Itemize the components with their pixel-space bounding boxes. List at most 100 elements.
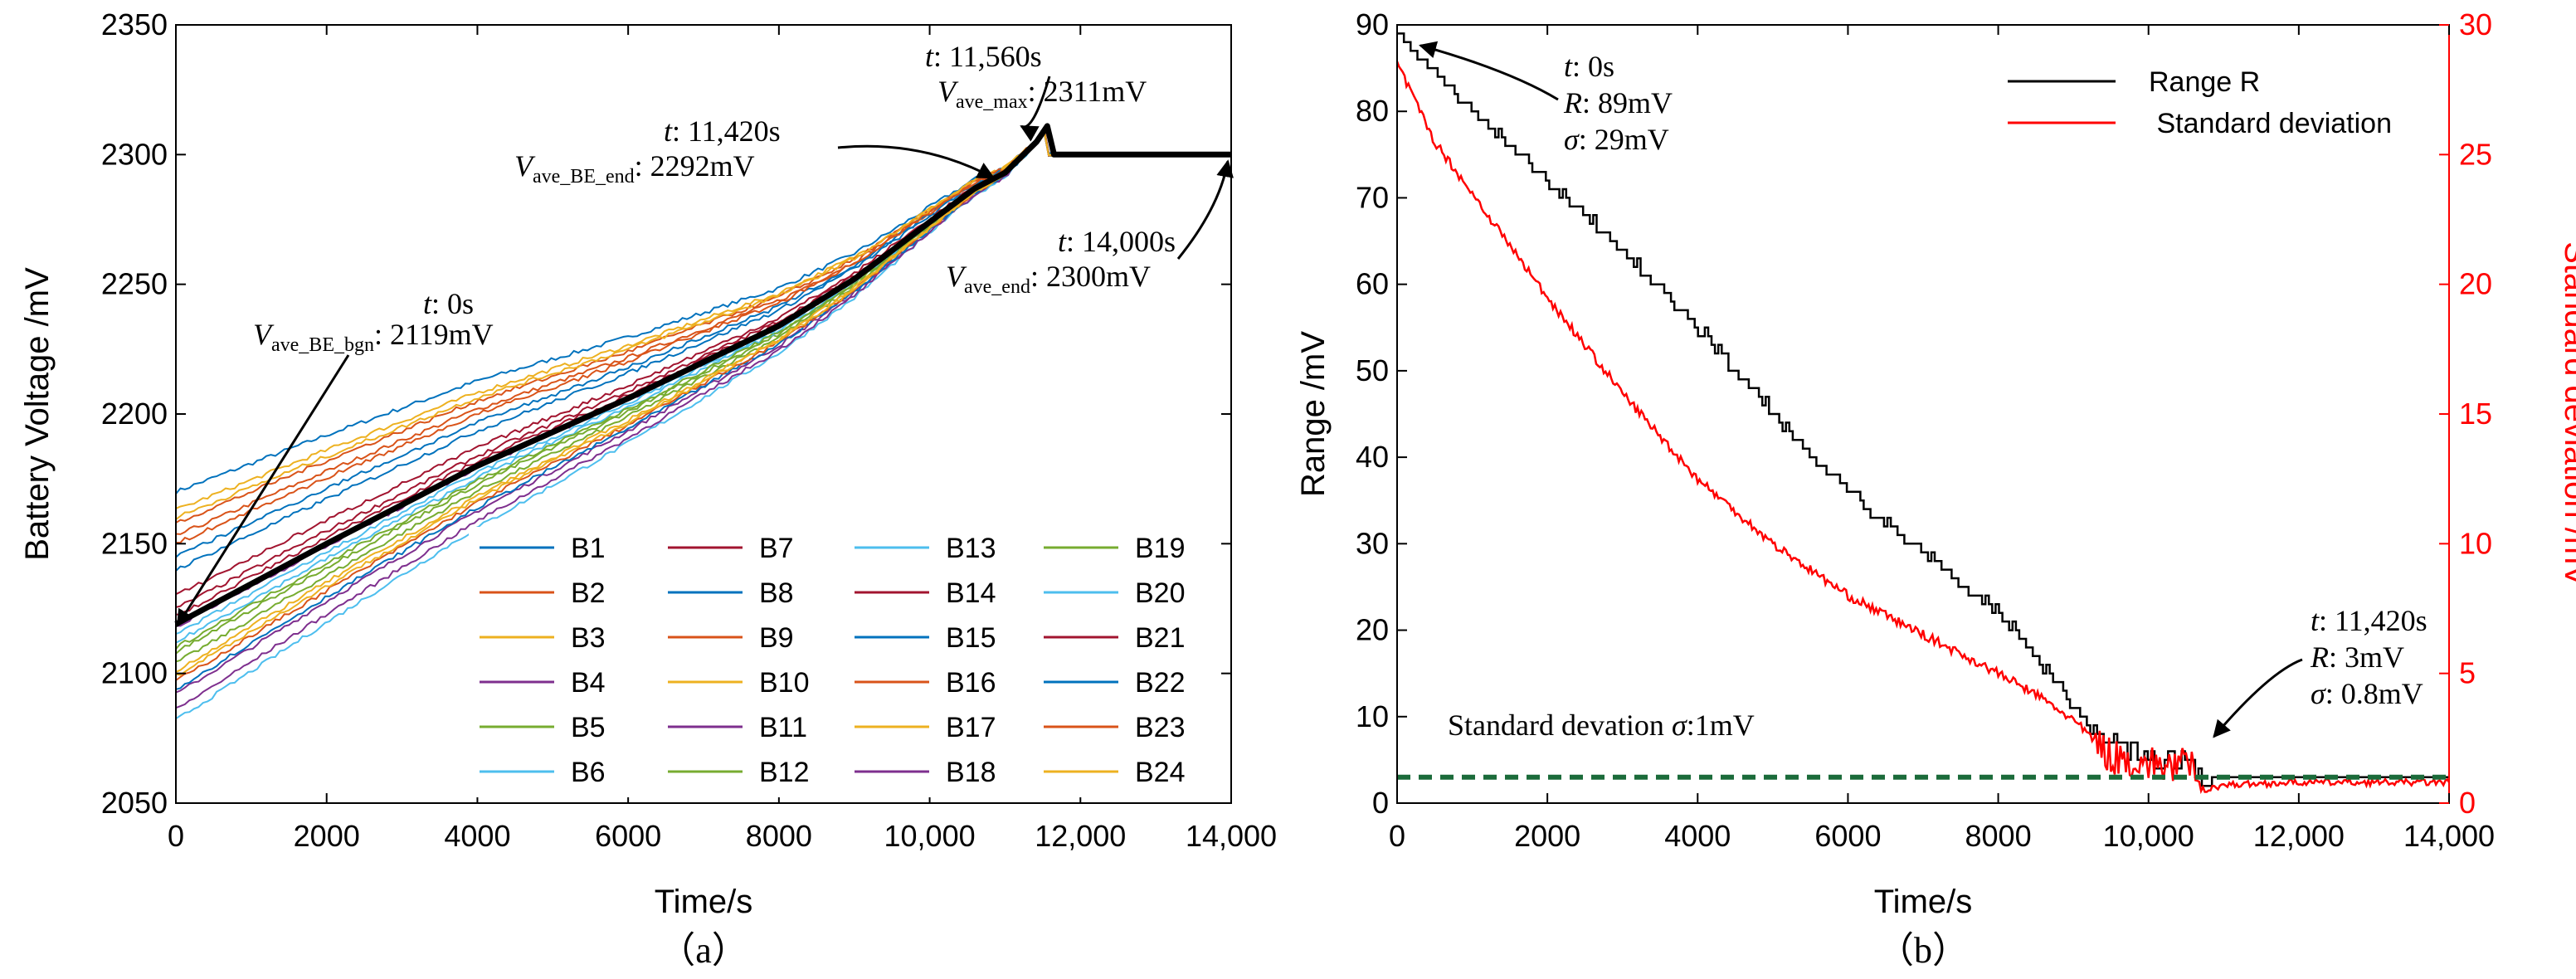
svg-text:t: 11,420s: t: 11,420s	[2311, 604, 2427, 637]
legend-label: B13	[946, 533, 996, 564]
legend-item-B23: B23	[1044, 712, 1186, 743]
svg-text:t: 11,560s: t: 11,560s	[925, 40, 1042, 73]
annotation-r-value: : 3mV	[2329, 640, 2404, 674]
panel-caption: （b）	[1877, 930, 1969, 971]
legend-item-B17: B17	[855, 712, 996, 743]
legend-label: B1	[571, 533, 606, 564]
right-y-tick-label: 10	[2459, 526, 2492, 560]
right-y-tick-label: 0	[2459, 786, 2476, 820]
annotation-v-value: : 2292mV	[635, 149, 755, 183]
x-tick-label: 14,000	[2403, 819, 2495, 853]
legend-label: B18	[946, 757, 996, 788]
x-tick-label: 2000	[1514, 819, 1580, 853]
y-tick-label: 0	[1372, 786, 1389, 820]
legend-label: B15	[946, 622, 996, 654]
y-axis-label: Battery Voltage /mV	[19, 267, 56, 561]
svg-text:t: 0s: t: 0s	[1564, 50, 1614, 83]
legend-item-B6: B6	[480, 757, 606, 788]
right-y-tick-label: 30	[2459, 7, 2492, 41]
svg-text:R: 3mV: R: 3mV	[2310, 640, 2404, 674]
x-tick-label: 8000	[746, 819, 812, 853]
annotation-t-symbol: t	[423, 287, 432, 320]
y-tick-label: 80	[1356, 94, 1389, 128]
legend-label: B2	[571, 577, 606, 609]
y-tick-label: 2350	[101, 7, 168, 41]
svg-text:Vave_end: 2300mV: Vave_end: 2300mV	[946, 260, 1151, 298]
legend-item-B2: B2	[480, 577, 606, 609]
x-axis-label: Time/s	[1874, 884, 1973, 920]
annotation-r-symbol: R	[1563, 86, 1582, 119]
legend-label: B4	[571, 667, 606, 699]
x-tick-label: 10,000	[884, 819, 976, 853]
legend-label: B16	[946, 667, 996, 699]
legend-label: B8	[759, 577, 794, 609]
threshold-text: Standard devation	[1448, 709, 1672, 742]
series-line-average	[174, 123, 1231, 627]
legend-item-B10: B10	[668, 667, 810, 699]
legend-box	[469, 527, 1220, 797]
threshold-label: Standard devation σ:1mV	[1448, 709, 1755, 742]
annotation-arrow	[1419, 41, 1559, 101]
svg-text:Vave_BE_end: 2292mV: Vave_BE_end: 2292mV	[514, 149, 755, 188]
legend-label: Range R	[2149, 66, 2260, 98]
legend: Range R Standard deviation	[2008, 66, 2392, 139]
annotation-v-subscript: ave_end	[964, 276, 1030, 298]
annotation-t-value: : 0s	[1572, 50, 1614, 83]
legend-item-B11: B11	[668, 712, 807, 743]
legend-label: Standard deviation	[2149, 108, 2392, 139]
x-tick-label: 10,000	[2103, 819, 2194, 853]
annotation-t-symbol: t	[1058, 225, 1067, 258]
threshold-sigma: σ	[1672, 709, 1687, 742]
y-tick-label: 40	[1356, 440, 1389, 474]
x-tick-label: 14,000	[1186, 819, 1277, 853]
annotation-t-symbol: t	[925, 40, 934, 73]
threshold-value: :1mV	[1687, 709, 1755, 742]
y-tick-label: 10	[1356, 699, 1389, 733]
y-tick-label: 30	[1356, 526, 1389, 560]
y-tick-label: 60	[1356, 267, 1389, 301]
legend-item-B1: B1	[480, 533, 606, 564]
legend-item-B19: B19	[1044, 533, 1186, 564]
y-tick-label: 90	[1356, 7, 1389, 41]
legend-item-B4: B4	[480, 667, 606, 699]
legend-item-B5: B5	[480, 712, 606, 743]
x-tick-label: 12,000	[2253, 819, 2345, 853]
legend-label: B9	[759, 622, 794, 654]
svg-text:σ: 0.8mV: σ: 0.8mV	[2311, 677, 2423, 710]
legend-item-B13: B13	[855, 533, 996, 564]
x-tick-label: 4000	[1664, 819, 1731, 853]
x-tick-label: 2000	[294, 819, 360, 853]
legend-label: B11	[759, 712, 807, 743]
annotation-v-subscript: ave_BE_bgn	[271, 334, 374, 356]
annotation-sigma-value: : 29mV	[1579, 123, 1669, 156]
y-tick-label: 2050	[101, 786, 168, 820]
annotation-sigma-value: : 0.8mV	[2325, 677, 2423, 710]
legend-label: B14	[946, 577, 996, 609]
series-line-standard-deviation	[1395, 61, 2451, 795]
annotation-start: t: 0s Vave_BE_bgn: 2119mV	[176, 287, 494, 628]
legend-label: B24	[1135, 757, 1186, 788]
annotation-sigma-symbol: σ	[1564, 123, 1580, 156]
annotation-end: t: 14,000s Vave_end: 2300mV	[946, 159, 1234, 298]
panel-caption: （a）	[659, 930, 748, 971]
panel-a-battery-voltage-chart: 0 2000 4000 6000 8000 10,000 12,000 14,000 2050 2…	[0, 0, 1277, 979]
annotation-max: t: 11,560s Vave_max: 2311mV	[925, 40, 1147, 142]
annotation-arrow	[176, 354, 350, 628]
legend-item-B9: B9	[668, 622, 794, 654]
annotation-t-symbol: t	[1564, 50, 1573, 83]
legend-item-B15: B15	[855, 622, 996, 654]
annotation-r-value: : 89mV	[1582, 86, 1673, 119]
legend: B1 B2 B3 B4 B5 B6 B7 B8 B9 B10 B11 B12 B13 B14 B15 B16 B…	[480, 533, 1186, 788]
legend-item-B16: B16	[855, 667, 996, 699]
right-y-tick-label: 20	[2459, 267, 2492, 301]
svg-text:t: 14,000s: t: 14,000s	[1058, 225, 1176, 258]
y-tick-label: 2150	[101, 526, 168, 560]
annotation-arrow	[1020, 75, 1051, 142]
annotation-t-value: : 11,420s	[672, 114, 781, 148]
plot-frame	[1396, 24, 2450, 804]
x-tick-label: 0	[1389, 819, 1405, 853]
panel-b-range-std-chart: 0 2000 4000 6000 8000 10,000 12,000 14,00001020…	[1295, 7, 2576, 971]
svg-text:Vave_BE_bgn: 2119mV: Vave_BE_bgn: 2119mV	[253, 318, 494, 356]
legend-item-B18: B18	[855, 757, 996, 788]
legend-item-B14: B14	[855, 577, 996, 609]
